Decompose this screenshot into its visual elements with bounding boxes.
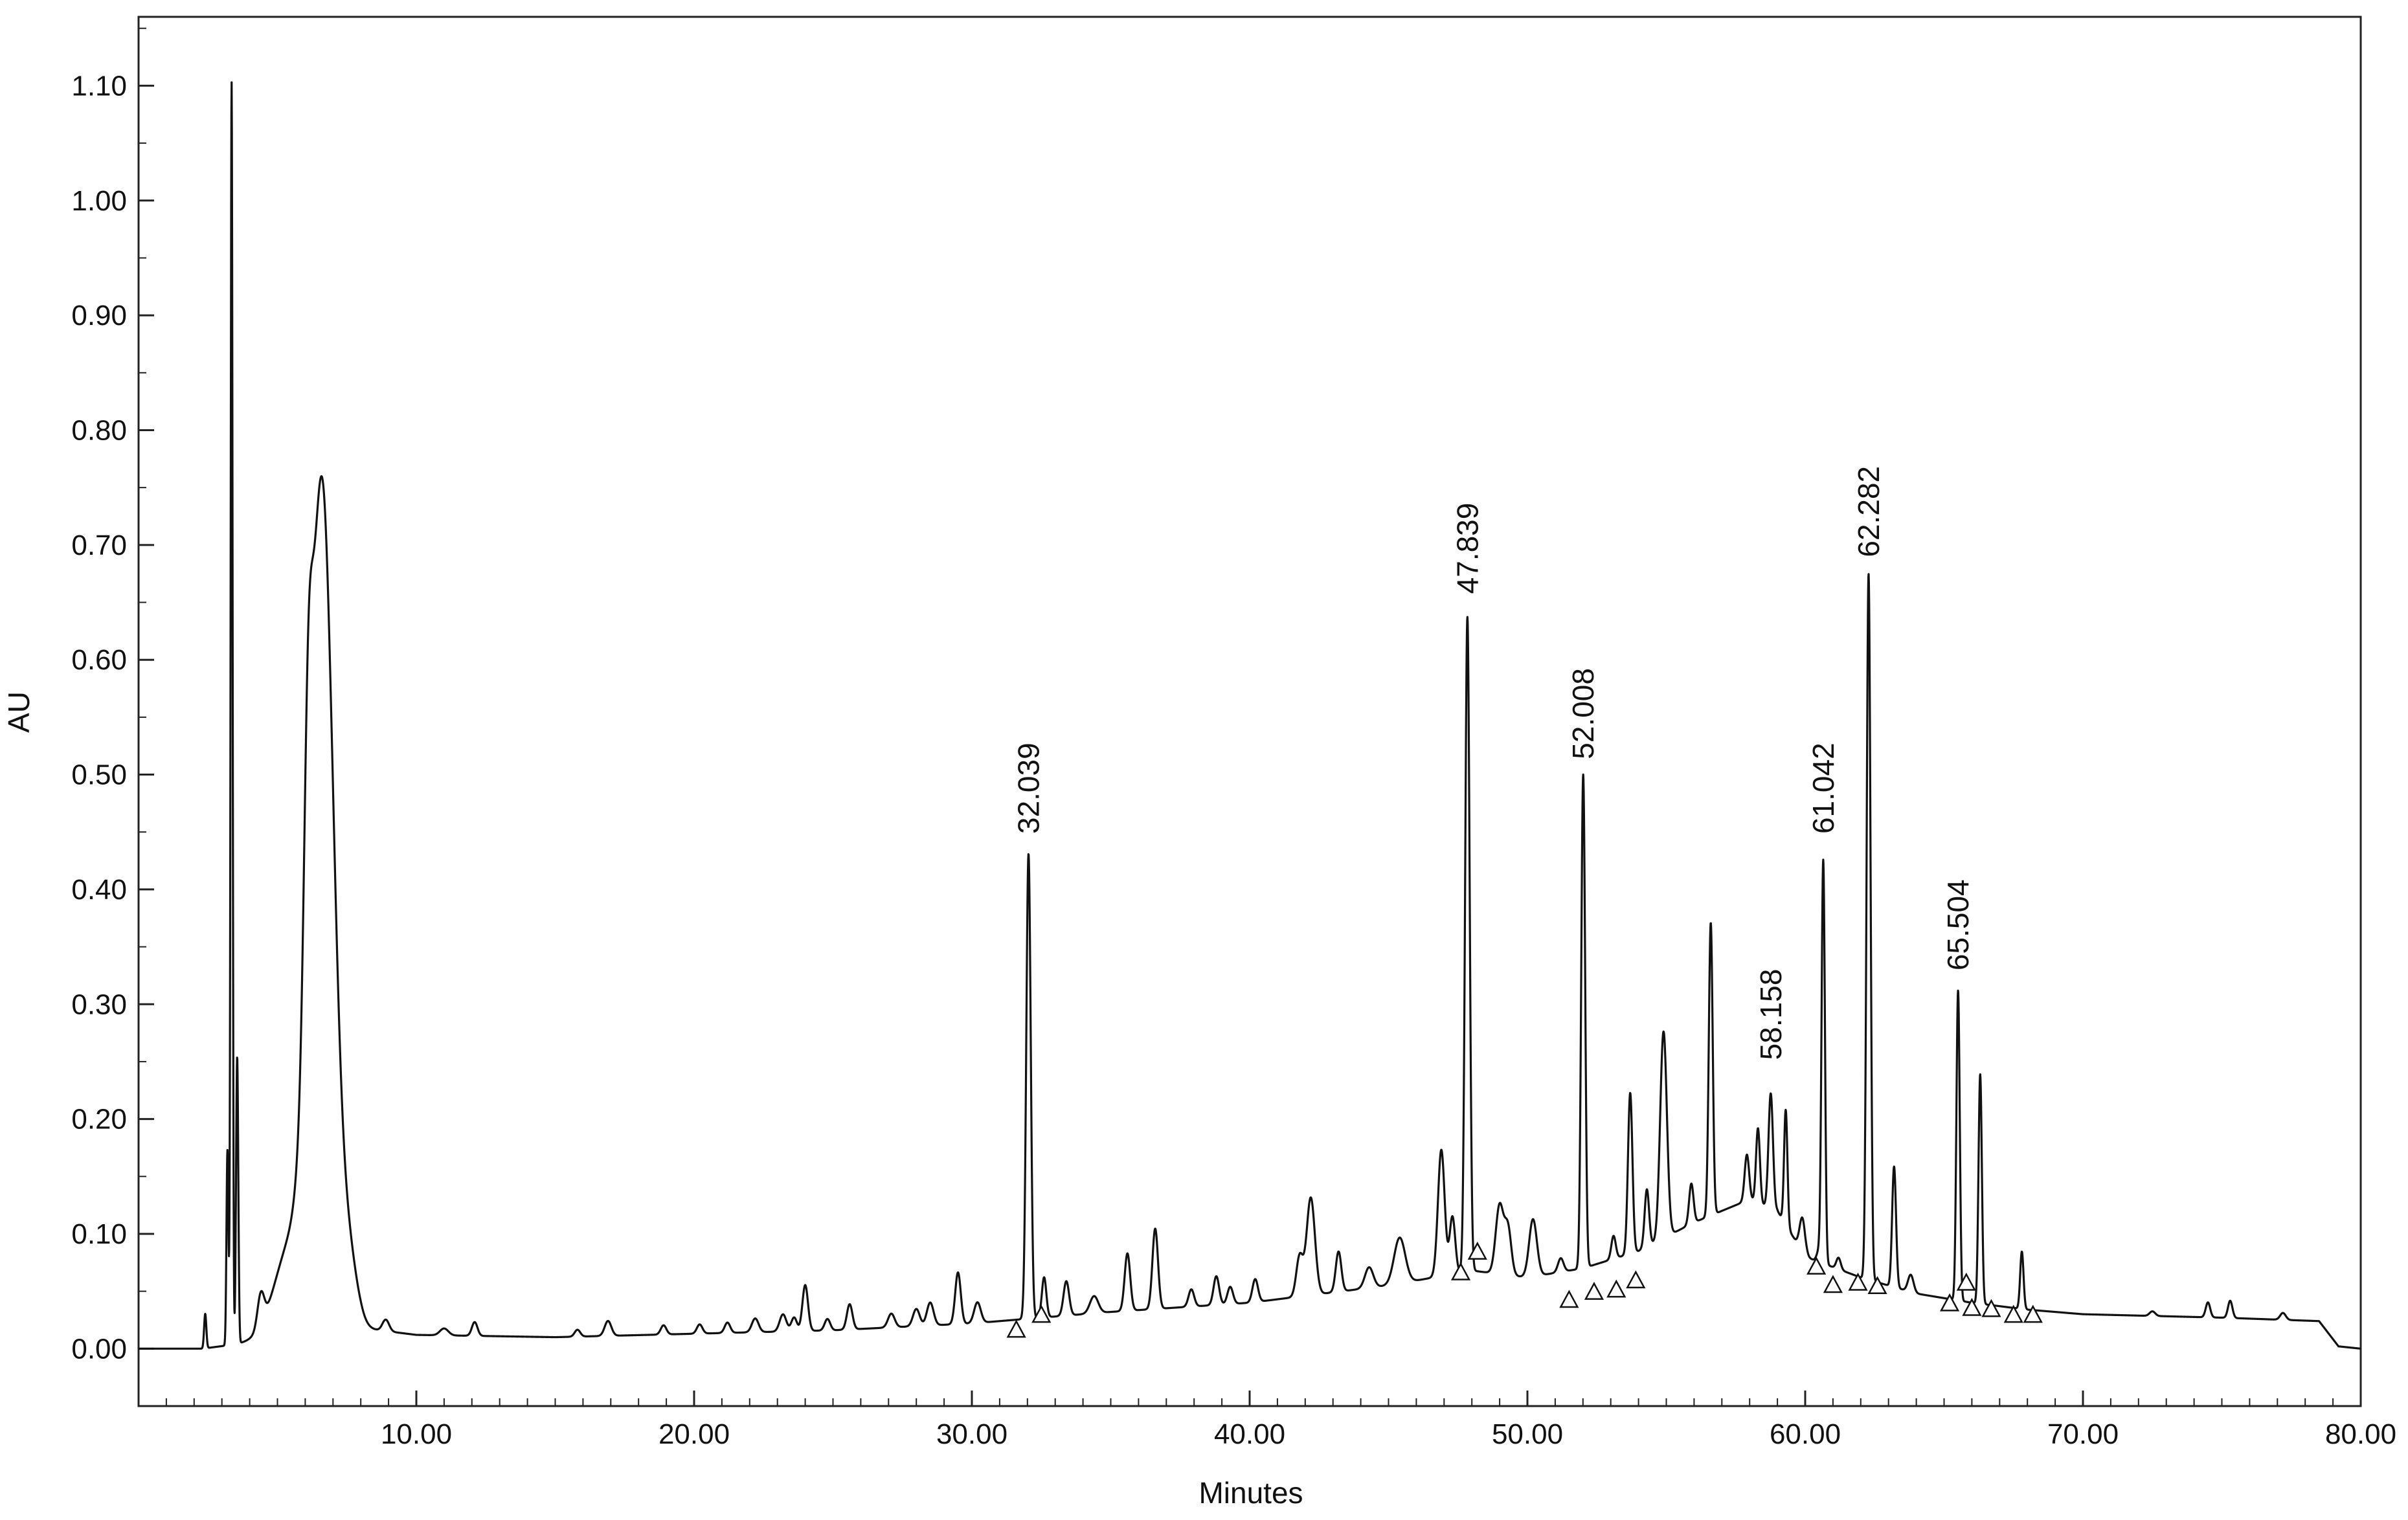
- integration-marker: [2003, 1304, 2023, 1323]
- integration-marker: [1031, 1304, 1052, 1323]
- x-tick-label: 50.00: [1492, 1418, 1563, 1450]
- x-tick-label: 60.00: [1770, 1418, 1841, 1450]
- y-tick-label: 0.10: [71, 1218, 127, 1250]
- y-axis-title: AU: [2, 691, 36, 733]
- peak-label: 32.039: [1011, 743, 1045, 834]
- x-axis-title: Minutes: [1198, 1476, 1303, 1510]
- y-tick-label: 0.60: [71, 644, 127, 676]
- x-tick-label: 80.00: [2325, 1418, 2396, 1450]
- x-tick-label: 10.00: [381, 1418, 452, 1450]
- integration-marker: [1956, 1272, 1976, 1291]
- integration-marker: [1981, 1299, 2001, 1317]
- integration-marker: [2023, 1304, 2043, 1323]
- integration-marker: [1584, 1282, 1604, 1300]
- integration-marker: [1559, 1290, 1579, 1308]
- integration-marker: [1467, 1241, 1487, 1260]
- x-tick-label: 30.00: [936, 1418, 1007, 1450]
- integration-marker: [1450, 1262, 1471, 1280]
- y-tick-label: 0.70: [71, 530, 127, 561]
- y-tick-label: 1.10: [71, 70, 127, 102]
- chromatogram-trace: [137, 81, 2362, 1350]
- integration-marker: [1606, 1279, 1626, 1298]
- peak-label: 52.008: [1566, 668, 1600, 759]
- y-tick-label: 0.80: [71, 414, 127, 446]
- integration-marker: [1626, 1270, 1646, 1289]
- x-tick-label: 20.00: [658, 1418, 730, 1450]
- plot-frame: [137, 16, 2362, 1407]
- peak-label: 58.158: [1754, 969, 1788, 1060]
- y-tick-label: 1.00: [71, 185, 127, 217]
- y-tick-label: 0.90: [71, 300, 127, 331]
- y-tick-label: 0.00: [71, 1333, 127, 1365]
- peak-label: 61.042: [1806, 743, 1840, 834]
- integration-marker: [1848, 1272, 1868, 1291]
- integration-marker: [1823, 1275, 1843, 1293]
- peak-label: 47.839: [1450, 503, 1484, 594]
- integration-marker: [1006, 1319, 1026, 1338]
- integration-marker: [1962, 1297, 1982, 1316]
- x-tick-label: 70.00: [2047, 1418, 2119, 1450]
- peak-label: 65.504: [1941, 879, 1975, 970]
- integration-marker: [1867, 1276, 1887, 1295]
- integration-marker: [1806, 1257, 1827, 1275]
- y-tick-label: 0.30: [71, 989, 127, 1020]
- y-tick-label: 0.40: [71, 874, 127, 906]
- x-tick-label: 40.00: [1214, 1418, 1285, 1450]
- peak-label: 62.282: [1852, 466, 1885, 557]
- y-tick-label: 0.20: [71, 1104, 127, 1135]
- integration-marker: [1939, 1293, 1960, 1312]
- y-tick-label: 0.50: [71, 759, 127, 791]
